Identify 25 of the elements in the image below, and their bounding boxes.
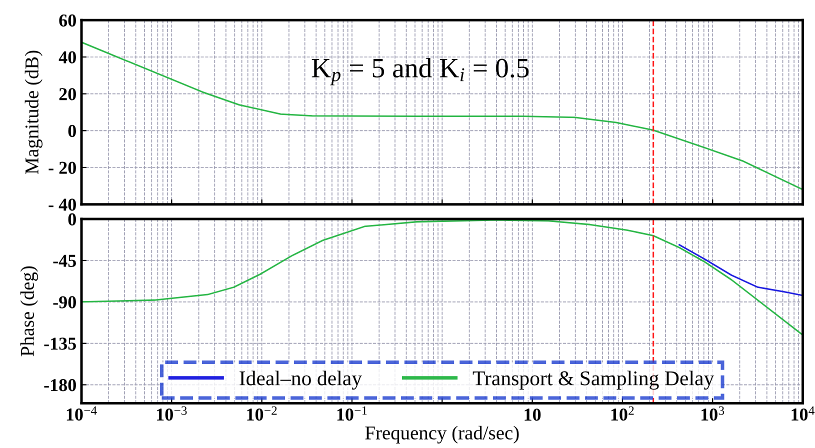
- y-tick-label: 0: [68, 124, 76, 138]
- x-tick-label: 10$^{4}$: [792, 406, 815, 421]
- x-tick-label: 10$^{−4}$: [66, 406, 97, 421]
- x-tick-label: 10$^{−1}$: [337, 406, 367, 421]
- y-tick-label: - 40: [48, 198, 76, 211]
- y-tick-label: 0: [68, 213, 76, 226]
- y-tick-label: -90: [53, 296, 76, 308]
- y-axis-title: Magnitude (dB): [24, 50, 42, 174]
- y-tick-label: -135: [44, 338, 76, 350]
- y-tick-label: -45: [53, 254, 76, 267]
- legend-label: Transport & Sampling Delay: [472, 370, 714, 390]
- x-tick-label: 10$^{−2}$: [247, 406, 277, 421]
- legend-label: Ideal–no delay: [240, 370, 362, 390]
- x-tick-label: 10$^{2}$: [611, 406, 634, 421]
- y-axis-title: Phase (deg): [20, 266, 38, 356]
- y-tick-label: 60: [59, 14, 76, 27]
- x-axis-title: Frequency (rad/sec): [365, 426, 519, 444]
- x-tick-label: 10: [524, 408, 541, 421]
- y-tick-label: -180: [44, 379, 76, 392]
- annotation: K$_{p}$ = 5 and K$_{i}$ = 0.5: [312, 58, 529, 86]
- y-tick-label: 40: [58, 51, 76, 64]
- x-tick-label: 10$^{−3}$: [157, 406, 187, 421]
- y-tick-label: - 20: [48, 162, 76, 174]
- x-tick-label: 10$^{3}$: [702, 406, 724, 421]
- y-tick-label: 20: [59, 88, 76, 100]
